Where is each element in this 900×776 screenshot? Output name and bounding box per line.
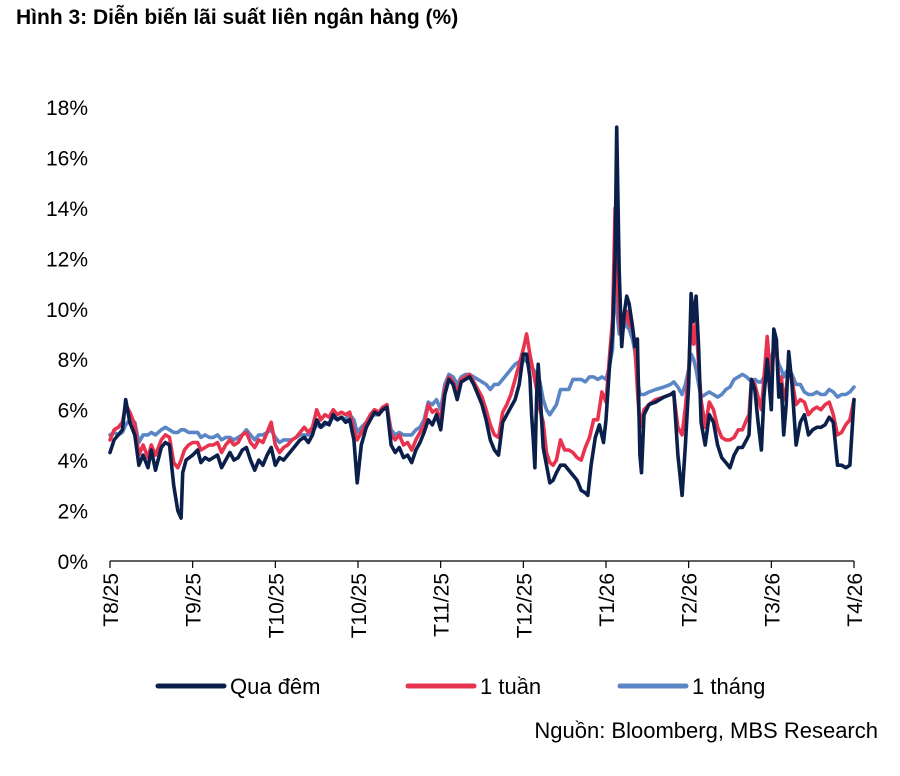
x-tick-label: T8/25: [100, 573, 123, 627]
series-line-2: [108, 246, 856, 445]
y-tick-label: 18%: [46, 97, 88, 120]
y-tick-label: 8%: [58, 349, 88, 372]
y-axis: 0% 2% 4% 6% 8% 10% 12% 14% 16% 18%: [46, 97, 88, 574]
x-tick-label: T12/25: [513, 573, 536, 638]
legend: Qua đêm 1 tuần 1 tháng: [155, 674, 765, 699]
x-tick-label: T2/26: [679, 573, 702, 627]
x-tick-label: T1/26: [596, 573, 619, 627]
y-tick-label: 0%: [58, 551, 88, 574]
x-tick-label: T9/25: [183, 573, 206, 627]
y-tick-label: 14%: [46, 198, 88, 221]
series-lines: [108, 125, 856, 520]
legend-label: Qua đêm: [230, 674, 321, 699]
y-tick-label: 4%: [58, 450, 88, 473]
x-tick-label: T11/25: [431, 573, 454, 637]
y-tick-label: 16%: [46, 147, 88, 170]
legend-label: 1 tháng: [692, 674, 765, 699]
y-tick-label: 12%: [46, 248, 88, 271]
source-note: Nguồn: Bloomberg, MBS Research: [534, 718, 878, 743]
y-tick-label: 10%: [46, 299, 88, 322]
x-tick-label: T3/26: [761, 573, 784, 627]
x-tick-label: T10/25: [265, 573, 288, 638]
y-tick-label: 6%: [58, 400, 88, 423]
x-axis: T8/25 T9/25 T10/25 T10/25 T11/25 T12/25 T1/26 T…: [100, 560, 867, 638]
series-line-1: [108, 206, 856, 470]
series-line-0: [108, 125, 856, 520]
y-tick-label: 2%: [58, 501, 88, 524]
legend-label: 1 tuần: [480, 674, 541, 699]
x-tick-label: T4/26: [844, 573, 867, 627]
x-tick-label: T10/25: [348, 573, 371, 638]
chart-title: Hình 3: Diễn biến lãi suất liên ngân hàn…: [16, 6, 459, 29]
